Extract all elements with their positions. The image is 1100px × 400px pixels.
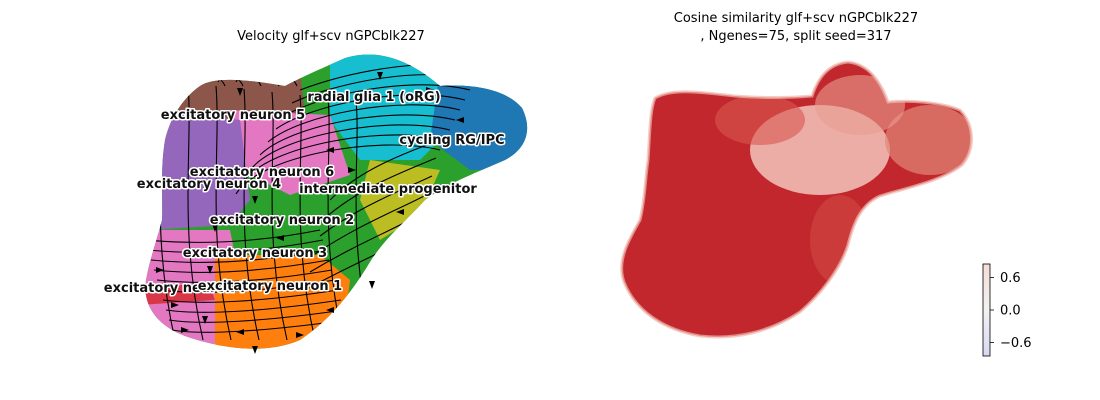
cosine-panel-title-line1: Cosine similarity glf+scv nGPCblk227 xyxy=(674,11,918,26)
label-excitatory-neuron-4: excitatory neuron 4 xyxy=(137,177,281,192)
streamline xyxy=(153,259,330,273)
label-excitatory-neuron-7: excitatory neuron 7 xyxy=(104,281,248,296)
streamline-arrowhead xyxy=(326,147,334,153)
label-excitatory-neuron-6: excitatory neuron 6 xyxy=(190,165,334,180)
streamline-arrowhead xyxy=(396,209,404,215)
streamline-arrowhead xyxy=(237,88,243,96)
streamline xyxy=(319,175,433,237)
colorbar-ticks: 0.6 0.0 −0.6 xyxy=(990,271,1032,351)
streamline xyxy=(251,124,451,169)
streamline-arrowhead xyxy=(296,332,304,338)
streamline xyxy=(329,139,441,201)
streamline-arrowhead xyxy=(181,327,189,333)
streamline xyxy=(271,91,288,341)
streamline-arrowhead xyxy=(456,117,464,123)
label-excitatory-neuron-5: excitatory neuron 5 xyxy=(161,108,305,123)
colorbar-tick-label: 0.0 xyxy=(1000,304,1021,319)
streamline xyxy=(165,299,342,313)
streamline xyxy=(147,239,324,253)
streamline xyxy=(267,104,461,143)
streamline-arrowhead xyxy=(369,281,375,289)
streamline-arrowhead xyxy=(171,302,179,308)
cosine-right-lower-region xyxy=(810,195,870,285)
colorbar-gradient xyxy=(982,263,991,357)
streamline xyxy=(156,269,333,283)
cosine-scatter-edge xyxy=(620,60,973,339)
streamline-arrowhead xyxy=(202,316,208,324)
label-excitatory-neuron-3: excitatory neuron 3 xyxy=(183,246,327,261)
streamline xyxy=(299,94,316,341)
label-excitatory-neuron-2: excitatory neuron 2 xyxy=(210,213,354,228)
streamline-arrowhead xyxy=(252,346,258,354)
cluster-region-neuron-7 xyxy=(145,285,215,305)
colorbar: 0.6 0.0 −0.6 xyxy=(982,263,1032,357)
cluster-region-progenitor xyxy=(360,160,440,240)
streamline-arrowhead xyxy=(226,282,234,288)
streamline xyxy=(150,249,327,263)
streamline-arrowhead xyxy=(296,111,304,117)
streamline xyxy=(259,114,456,156)
streamline-arrowhead xyxy=(252,196,258,204)
cosine-top-left-region xyxy=(715,95,805,145)
streamline xyxy=(187,82,204,341)
streamline xyxy=(275,94,466,130)
streamline-arrowhead xyxy=(212,224,218,232)
cluster-labels: radial glia 1 (oRG) cycling RG/IPC excit… xyxy=(102,89,506,298)
streamline-arrowhead xyxy=(426,87,434,93)
streamline-arrowhead xyxy=(326,307,334,313)
streamline-arrowhead xyxy=(236,329,244,335)
cluster-region-neuron-4 xyxy=(150,110,250,230)
streamline xyxy=(243,134,446,182)
cosine-top-region xyxy=(815,75,905,135)
streamline-arrowhead xyxy=(348,167,356,173)
colorbar-tick-label: −0.6 xyxy=(1000,336,1032,351)
streamline-arrowhead xyxy=(207,266,213,274)
cosine-similarity-panel: Cosine similarity glf+scv nGPCblk227 , N… xyxy=(620,11,1032,357)
streamline-arrowhead xyxy=(186,249,194,255)
streamline xyxy=(145,229,321,243)
cosine-mid-similarity-region xyxy=(885,105,972,175)
label-excitatory-neuron-1: excitatory neuron 1 xyxy=(198,279,342,294)
streamline xyxy=(314,193,429,255)
velocity-panel-title: Velocity glf+scv nGPCblk227 xyxy=(237,29,425,44)
label-radial-glia-1: radial glia 1 (oRG) xyxy=(307,90,440,105)
label-cycling-rg-ipc: cycling RG/IPC xyxy=(399,133,504,148)
colorbar-tick-label: 0.6 xyxy=(1000,271,1021,286)
streamline xyxy=(162,289,339,303)
streamline xyxy=(168,309,345,323)
streamline-arrowhead xyxy=(156,267,164,273)
velocity-panel: Velocity glf+scv nGPCblk227 radial glia … xyxy=(102,29,528,354)
streamline xyxy=(324,157,437,219)
label-intermediate-progenitor: intermediate progenitor xyxy=(299,182,477,197)
velocity-streamlines xyxy=(145,64,481,341)
streamline xyxy=(215,85,232,341)
streamline xyxy=(159,279,336,293)
velocity-arrowheads xyxy=(156,72,464,354)
streamline xyxy=(283,84,471,117)
streamline xyxy=(327,97,344,341)
streamline-arrowhead xyxy=(377,72,383,80)
cosine-panel-title-line2: , Ngenes=75, split seed=317 xyxy=(700,29,891,44)
streamline xyxy=(235,144,441,195)
streamline-arrowhead xyxy=(276,235,284,241)
